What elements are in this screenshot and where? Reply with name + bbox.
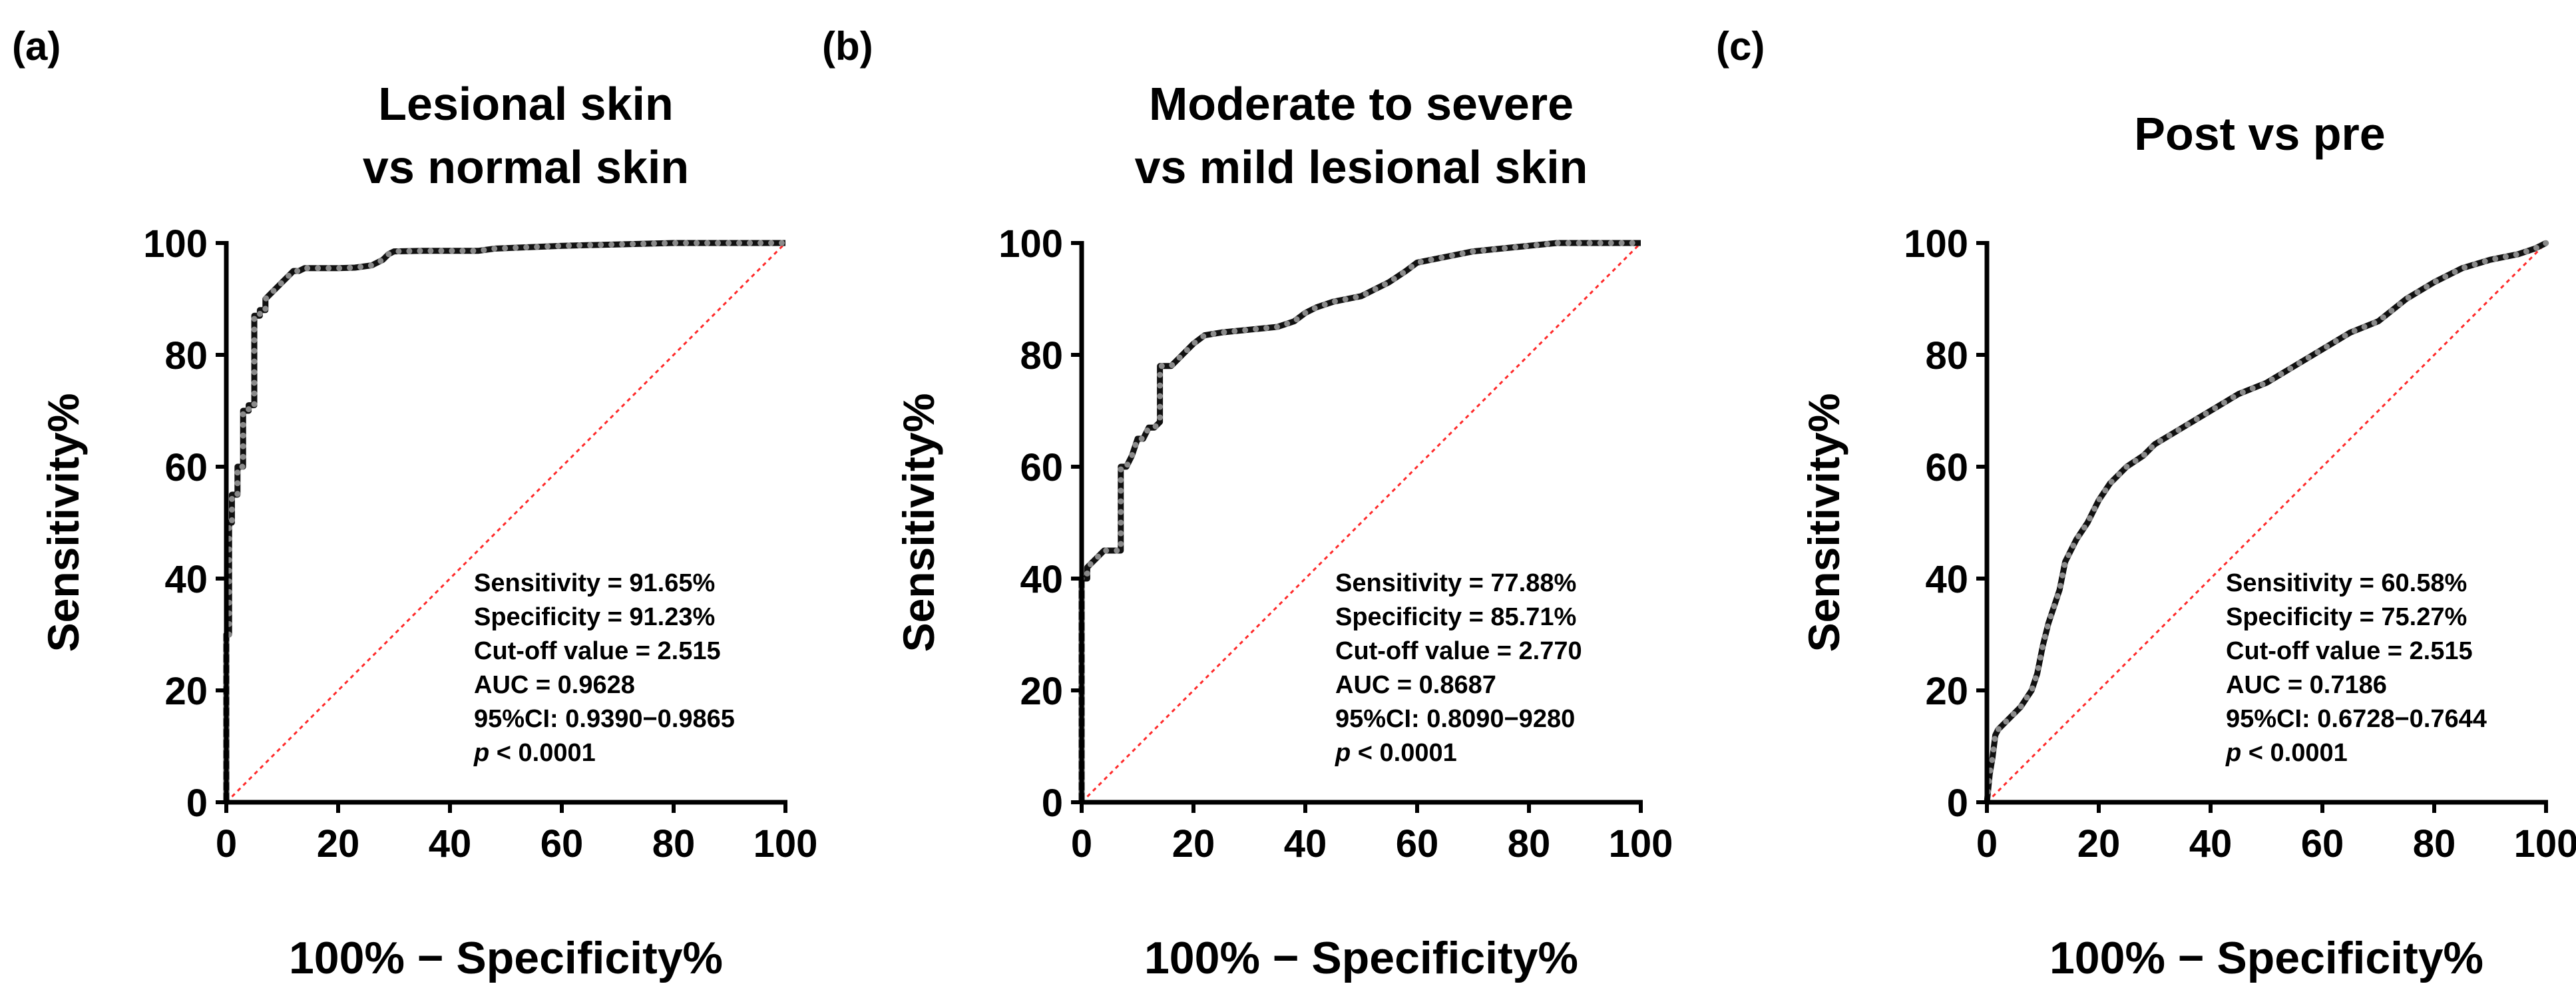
reference-diagonal-line: [225, 242, 787, 804]
stats-annotation-line: Cut-off value = 2.515: [474, 637, 721, 665]
x-tick-label: 60: [2301, 822, 2344, 866]
chart-title-line: Lesional skin: [378, 78, 673, 130]
y-tick-label: 60: [1020, 446, 1063, 489]
x-tick-label: 40: [1284, 822, 1327, 866]
y-tick-label: 20: [164, 670, 208, 713]
p-value-annotation: p < 0.0001: [2225, 739, 2348, 767]
p-value-text: < 0.0001: [1351, 739, 1457, 767]
y-axis-label: Sensitivity%: [894, 393, 943, 652]
roc-panel-1: (a) Lesional skin vs normal skin 0 20 40 60 80 1…: [12, 24, 817, 983]
p-value-annotation: p < 0.0001: [473, 739, 596, 767]
y-tick-label: 20: [1020, 670, 1063, 713]
y-tick-label: 100: [1904, 222, 1968, 266]
chart-title-line: vs normal skin: [363, 141, 689, 193]
y-tick-label: 80: [164, 334, 208, 377]
y-tick-label: 100: [143, 222, 208, 266]
stats-annotation-line: Specificity = 91.23%: [474, 603, 715, 631]
panel-label: (b): [822, 24, 873, 69]
y-axis-label: Sensitivity%: [1799, 393, 1848, 652]
reference-diagonal-line: [1080, 242, 1642, 804]
x-tick-label: 100: [1609, 822, 1673, 866]
roc-curve-markers: [1078, 240, 1644, 806]
y-tick-label: 80: [1020, 334, 1063, 377]
y-tick-label: 40: [164, 558, 208, 601]
x-tick-label: 20: [1172, 822, 1215, 866]
x-tick-label: 100: [2514, 822, 2576, 866]
stats-annotation-line: Specificity = 75.27%: [2226, 603, 2467, 631]
p-value-annotation: p < 0.0001: [1335, 739, 1457, 767]
y-tick-label: 60: [1925, 446, 1968, 489]
y-tick-label: 40: [1925, 558, 1968, 601]
stats-annotation-line: Cut-off value = 2.515: [2226, 637, 2473, 665]
x-tick-label: 80: [1508, 822, 1551, 866]
x-tick-label: 40: [429, 822, 472, 866]
stats-annotation-line: AUC = 0.8687: [1335, 671, 1496, 699]
x-tick-label: 80: [2413, 822, 2456, 866]
x-tick-label: 20: [2077, 822, 2121, 866]
stats-annotation-line: Cut-off value = 2.770: [1335, 637, 1582, 665]
x-tick-label: 20: [317, 822, 360, 866]
stats-annotation-line: 95%CI: 0.9390−0.9865: [474, 705, 735, 733]
p-symbol: p: [2225, 739, 2241, 767]
p-symbol: p: [473, 739, 489, 767]
chart-title-line: Post vs pre: [2134, 108, 2385, 160]
x-tick-label: 0: [1071, 822, 1092, 866]
panel-label: (a): [12, 24, 61, 69]
y-tick-label: 0: [1042, 782, 1063, 825]
x-tick-label: 0: [216, 822, 237, 866]
x-tick-label: 60: [1396, 822, 1439, 866]
x-tick-label: 40: [2189, 822, 2233, 866]
chart-title-line: Moderate to severe: [1149, 78, 1574, 130]
stats-annotation-line: Sensitivity = 77.88%: [1335, 569, 1576, 597]
x-axis-label: 100% − Specificity%: [2049, 933, 2483, 983]
y-axis-label: Sensitivity%: [39, 393, 88, 652]
stats-annotation-line: AUC = 0.9628: [474, 671, 635, 699]
p-value-text: < 0.0001: [489, 739, 596, 767]
chart-title-line: vs mild lesional skin: [1135, 141, 1588, 193]
y-tick-label: 60: [164, 446, 208, 489]
reference-diagonal-line: [1986, 242, 2547, 804]
roc-curve-markers: [223, 240, 789, 806]
stats-annotation-line: 95%CI: 0.6728−0.7644: [2226, 705, 2487, 733]
y-tick-label: 80: [1925, 334, 1968, 377]
roc-panel-2: (b) Moderate to severe vs mild lesional sk…: [822, 24, 1673, 983]
y-tick-label: 0: [186, 782, 208, 825]
x-tick-label: 80: [652, 822, 696, 866]
roc-panel-3: (c) Post vs pre 0 20 40 60 80 100 0 20 40 60 80 100 10…: [1716, 24, 2576, 983]
y-tick-label: 40: [1020, 558, 1063, 601]
y-tick-label: 20: [1925, 670, 1968, 713]
stats-annotation-line: AUC = 0.7186: [2226, 671, 2387, 699]
stats-annotation-line: Sensitivity = 91.65%: [474, 569, 715, 597]
stats-annotation-line: Sensitivity = 60.58%: [2226, 569, 2467, 597]
x-axis-label: 100% − Specificity%: [289, 933, 723, 983]
panel-label: (c): [1716, 24, 1765, 69]
x-tick-label: 60: [540, 822, 584, 866]
x-tick-label: 100: [753, 822, 818, 866]
x-tick-label: 0: [1976, 822, 1998, 866]
p-symbol: p: [1335, 739, 1351, 767]
p-value-text: < 0.0001: [2241, 739, 2348, 767]
roc-curve-markers: [1984, 240, 2549, 806]
x-axis-label: 100% − Specificity%: [1144, 933, 1578, 983]
stats-annotation-line: Specificity = 85.71%: [1335, 603, 1576, 631]
y-tick-label: 0: [1947, 782, 1968, 825]
stats-annotation-line: 95%CI: 0.8090−9280: [1335, 705, 1575, 733]
y-tick-label: 100: [998, 222, 1063, 266]
